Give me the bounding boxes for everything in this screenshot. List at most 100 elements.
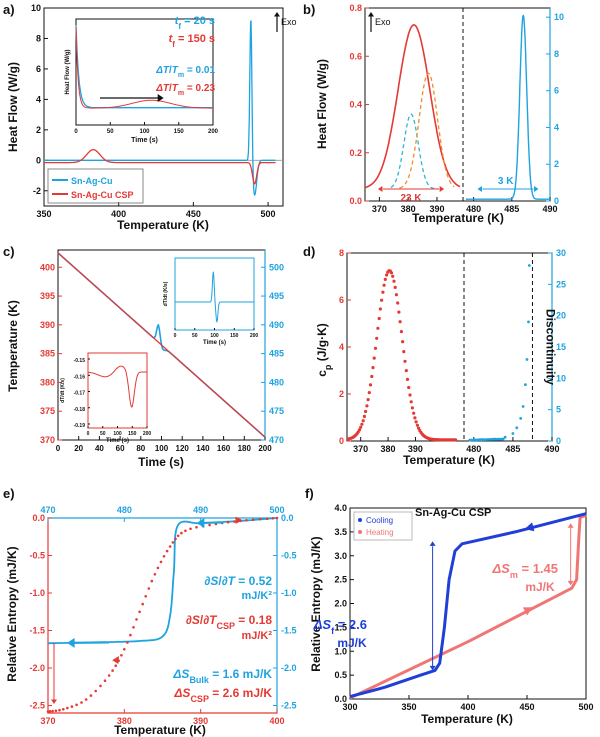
cp-point-red [409, 400, 413, 404]
y-axis-right-tick-label: 495 [269, 291, 284, 301]
cp-point-red [360, 422, 364, 426]
y-axis-left-tick-label: 400 [40, 262, 55, 272]
x-axis-right-tick-label: 485 [505, 444, 520, 454]
delta-f-unit: mJ/K [337, 636, 367, 650]
legend-box [353, 511, 413, 541]
inset-red-y-axis-tick-label: -0.17 [74, 391, 86, 397]
cp-point-red [366, 398, 370, 402]
y-axis-right-tick-label: 10 [556, 373, 566, 383]
cooling-curve [349, 512, 587, 699]
x-axis-right-tick-label: 480 [466, 444, 481, 454]
y-axis-tick-label: 4.0 [334, 503, 347, 513]
x-axis-label: Temperature (K) [412, 211, 504, 225]
y-axis-right-tick-label: 470 [269, 435, 284, 445]
x-axis-top-tick-label: 490 [193, 505, 208, 515]
x-axis-tick-label: 500 [578, 702, 593, 712]
cp-point-blue [527, 320, 530, 324]
red-entropy-point [162, 555, 166, 558]
y-axis-right-tick-label: 4 [554, 122, 559, 132]
y-axis-tick-label: 4 [36, 94, 41, 104]
y-axis-label: cp (J/g·K) [315, 323, 333, 377]
inset-red-x-axis-tick-label: 50 [100, 431, 106, 437]
cp-point-red [359, 425, 363, 429]
panel-b: b) 370 380 390 480 485 490 0.0 0.2 0.4 0.6 0.8 0 2 4 6 8… [303, 2, 564, 225]
inset-blue-x-label: Time (s) [203, 340, 226, 346]
red-entropy-point [208, 523, 211, 527]
exo-arrow-head [274, 12, 280, 17]
cp-point-blue [524, 383, 527, 386]
red-entropy-point [176, 534, 180, 538]
x-axis-tick-label: 80 [136, 444, 145, 453]
cp-point-red [407, 385, 411, 390]
x-axis-tick-label: 450 [186, 209, 201, 219]
y-axis-label: Heat Flow (W/g) [6, 62, 20, 152]
x-axis-tick-label: 100 [155, 444, 169, 453]
y-axis-label: Relative Entropy (mJ/K) [309, 536, 323, 671]
y-axis-right-tick-label: -1.0 [281, 588, 297, 598]
panel-label: d) [303, 244, 315, 259]
cp-point-red [399, 330, 403, 334]
legend-entry-1: Heating [366, 528, 394, 537]
inset-red-y-axis-tick-label: -0.15 [74, 358, 86, 364]
red-entropy-point [54, 709, 58, 713]
red-entropy-point [147, 587, 151, 590]
y-axis-right-tick-label: 8 [554, 49, 559, 59]
cp-point-blue [525, 358, 529, 361]
y-axis-left-tick-label: -1.0 [29, 588, 45, 598]
annotation-tf-csp: tf = 150 s [169, 33, 215, 49]
red-temperature-line [57, 252, 266, 438]
red-entropy-point [58, 708, 61, 712]
x-axis-left-tick-label: 390 [429, 204, 444, 214]
legend-entry-1: Sn-Ag-Cu CSP [71, 190, 134, 200]
y-axis-right-tick-label: -0.5 [281, 551, 297, 561]
red-entropy-point [48, 710, 52, 713]
y-axis-left-tick-label: 375 [40, 406, 55, 416]
panel-label: e) [3, 486, 15, 501]
red-entropy-point [226, 520, 230, 524]
red-entropy-point [107, 674, 111, 677]
cp-point-red [377, 316, 381, 321]
x-axis-left-tick-label: 370 [353, 444, 368, 454]
series-line-csp [43, 148, 276, 185]
red-entropy-point [123, 648, 126, 651]
x-axis-bottom-tick-label: 380 [117, 716, 132, 726]
red-entropy-point [111, 669, 114, 672]
y-axis-right-tick-label: -2.5 [281, 701, 297, 711]
x-axis-label: Temperature (K) [403, 453, 495, 467]
y-axis-left-tick-label: 370 [40, 435, 55, 445]
inset-x-axis-tick-label: 200 [208, 129, 219, 135]
red-entropy-point [153, 573, 157, 576]
x-axis-tick-label: 350 [401, 702, 416, 712]
x-axis-left-tick-label: 370 [372, 204, 387, 214]
y-axis-tick-label: 2.0 [334, 599, 347, 609]
x-axis-right-tick-label: 480 [466, 204, 481, 214]
x-axis-right-tick-label: 485 [504, 204, 519, 214]
delta-m-marker-head-bottom [567, 580, 574, 586]
y-axis-tick-label: 3.0 [334, 551, 347, 561]
cp-point-red [415, 423, 419, 427]
delta-f-annotation: ΔSf = 2.6 [313, 617, 367, 636]
y-axis-right-tick-label: 10 [554, 12, 564, 22]
deconvolved-peak-cyan [390, 113, 435, 190]
y-axis-right-tick-label: 6 [554, 86, 559, 96]
y-axis-right-tick-label: 15 [556, 342, 566, 352]
cp-point-red [392, 279, 396, 283]
red-entropy-point [150, 579, 154, 583]
red-entropy-point [275, 516, 279, 520]
cp-point-red [367, 391, 371, 395]
x-axis-left-tick-label: 380 [381, 444, 396, 454]
x-axis-top-tick-label: 480 [117, 505, 132, 515]
inset-x-label: Time (s) [131, 137, 158, 144]
blue-arrow-head-low [67, 637, 75, 648]
delta-annotation-csp: ΔSCSP = 2.6 mJ/K [173, 686, 272, 704]
cp-point-red [454, 438, 458, 442]
red-entropy-point [135, 618, 138, 621]
red-entropy-point [156, 566, 160, 570]
fwhm-arrow-red-right [439, 185, 445, 192]
y-axis-tick-label: 8 [36, 33, 41, 43]
red-entropy-point [46, 710, 50, 713]
annotation-dt-csp: ΔT/Tm = 0.23 [155, 83, 215, 97]
red-entropy-point [129, 633, 132, 637]
cp-point-blue [497, 437, 501, 441]
